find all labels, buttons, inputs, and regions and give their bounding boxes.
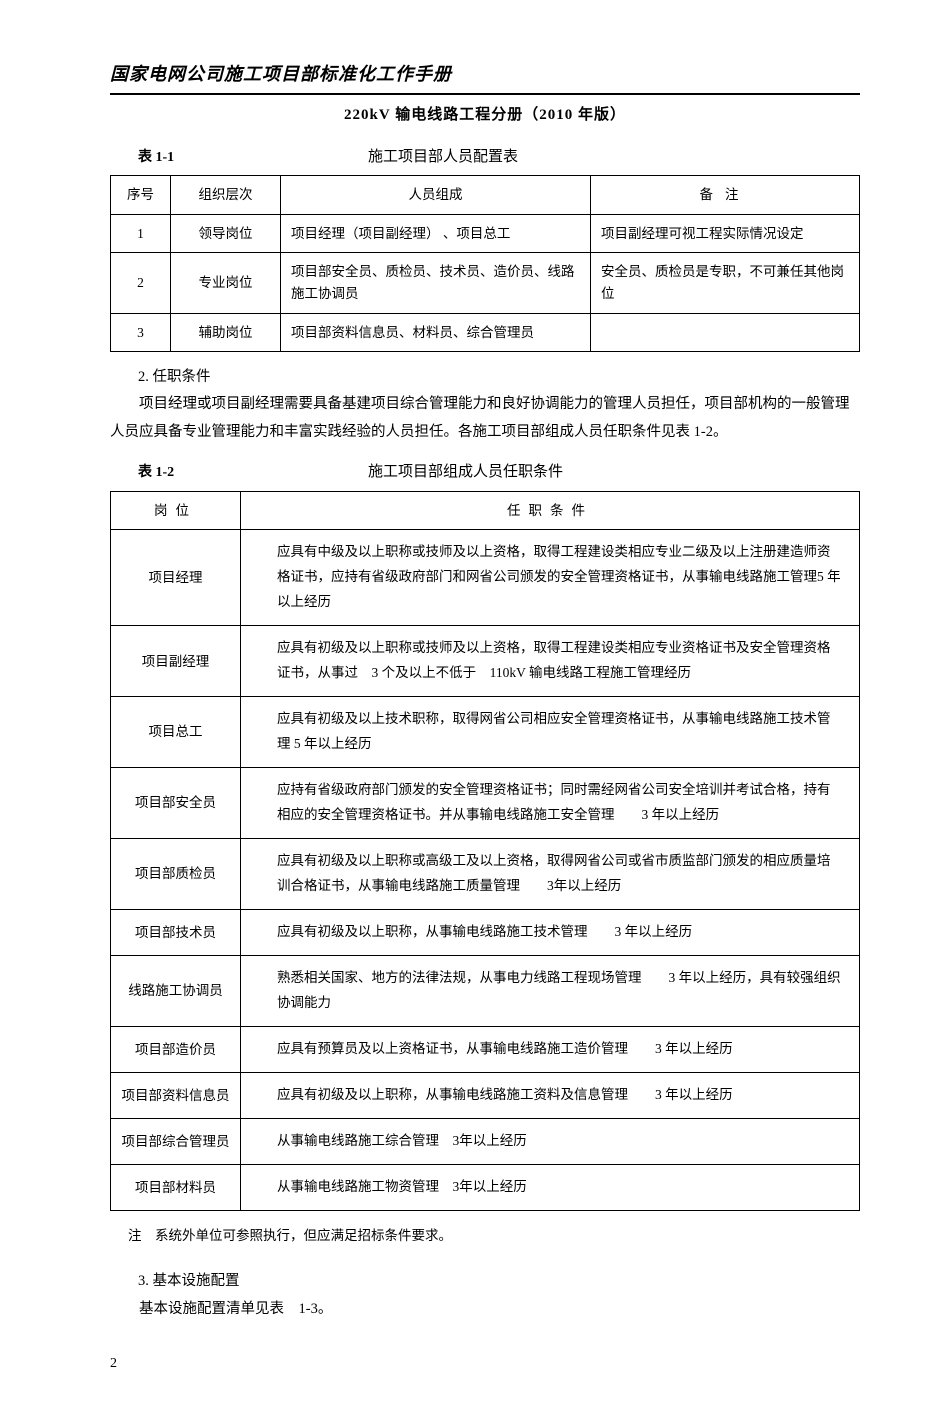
table-cell: 熟悉相关国家、地方的法律法规，从事电力线路工程现场管理 3 年以上经历，具有较强… bbox=[241, 956, 860, 1027]
table2-header-row: 岗位 任职条件 bbox=[111, 491, 860, 530]
table2-label-row: 表 1-2 施工项目部组成人员任职条件 bbox=[110, 460, 860, 484]
table1-header-row: 序号 组织层次 人员组成 备注 bbox=[111, 176, 860, 215]
table-cell: 项目部综合管理员 bbox=[111, 1118, 241, 1164]
table-cell: 项目部资料信息员、材料员、综合管理员 bbox=[281, 313, 591, 352]
table-cell: 专业岗位 bbox=[171, 253, 281, 313]
table-row: 项目经理应具有中级及以上职称或技师及以上资格，取得工程建设类相应专业二级及以上注… bbox=[111, 530, 860, 626]
page-number: 2 bbox=[110, 1353, 860, 1375]
table-cell: 从事输电线路施工综合管理 3年以上经历 bbox=[241, 1118, 860, 1164]
table-row: 项目部造价员应具有预算员及以上资格证书，从事输电线路施工造价管理 3 年以上经历 bbox=[111, 1026, 860, 1072]
section2-title: 2. 任职条件 bbox=[138, 366, 860, 389]
table-row: 1领导岗位项目经理（项目副经理） 、项目总工项目副经理可视工程实际情况设定 bbox=[111, 214, 860, 253]
table-cell: 3 bbox=[111, 313, 171, 352]
table2-label: 表 1-2 bbox=[138, 462, 368, 484]
table-cell: 项目部技术员 bbox=[111, 910, 241, 956]
table-row: 项目总工应具有初级及以上技术职称，取得网省公司相应安全管理资格证书，从事输电线路… bbox=[111, 697, 860, 768]
table-cell: 项目副经理可视工程实际情况设定 bbox=[591, 214, 860, 253]
table2: 岗位 任职条件 项目经理应具有中级及以上职称或技师及以上资格，取得工程建设类相应… bbox=[110, 491, 860, 1211]
table-row: 项目部资料信息员应具有初级及以上职称，从事输电线路施工资料及信息管理 3 年以上… bbox=[111, 1072, 860, 1118]
table-cell bbox=[591, 313, 860, 352]
table-row: 项目部质检员应具有初级及以上职称或高级工及以上资格，取得网省公司或省市质监部门颁… bbox=[111, 839, 860, 910]
table-cell: 安全员、质检员是专职，不可兼任其他岗位 bbox=[591, 253, 860, 313]
table-row: 项目部技术员应具有初级及以上职称，从事输电线路施工技术管理 3 年以上经历 bbox=[111, 910, 860, 956]
sub-title: 220kV 输电线路工程分册（2010 年版） bbox=[110, 103, 860, 127]
section2-para: 项目经理或项目副经理需要具备基建项目综合管理能力和良好协调能力的管理人员担任，项… bbox=[110, 391, 860, 446]
table2-h1: 岗位 bbox=[111, 491, 241, 530]
section3-title: 3. 基本设施配置 bbox=[138, 1270, 860, 1293]
table-cell: 项目部安全员 bbox=[111, 768, 241, 839]
table1-h2: 组织层次 bbox=[171, 176, 281, 215]
table-row: 项目副经理应具有初级及以上职称或技师及以上资格，取得工程建设类相应专业资格证书及… bbox=[111, 626, 860, 697]
table1-body: 1领导岗位项目经理（项目副经理） 、项目总工项目副经理可视工程实际情况设定2专业… bbox=[111, 214, 860, 351]
table1: 序号 组织层次 人员组成 备注 1领导岗位项目经理（项目副经理） 、项目总工项目… bbox=[110, 175, 860, 352]
table-row: 线路施工协调员熟悉相关国家、地方的法律法规，从事电力线路工程现场管理 3 年以上… bbox=[111, 956, 860, 1027]
table-cell: 应具有初级及以上职称或高级工及以上资格，取得网省公司或省市质监部门颁发的相应质量… bbox=[241, 839, 860, 910]
section2-para-text: 项目经理或项目副经理需要具备基建项目综合管理能力和良好协调能力的管理人员担任，项… bbox=[110, 396, 850, 440]
table-cell: 项目部质检员 bbox=[111, 839, 241, 910]
table-cell: 线路施工协调员 bbox=[111, 956, 241, 1027]
table-row: 项目部安全员应持有省级政府部门颁发的安全管理资格证书；同时需经网省公司安全培训并… bbox=[111, 768, 860, 839]
table-row: 2专业岗位项目部安全员、质检员、技术员、造价员、线路施工协调员安全员、质检员是专… bbox=[111, 253, 860, 313]
table-cell: 2 bbox=[111, 253, 171, 313]
table2-h2: 任职条件 bbox=[241, 491, 860, 530]
table1-label: 表 1-1 bbox=[138, 147, 368, 169]
table2-body: 项目经理应具有中级及以上职称或技师及以上资格，取得工程建设类相应专业二级及以上注… bbox=[111, 530, 860, 1210]
table-row: 项目部综合管理员从事输电线路施工综合管理 3年以上经历 bbox=[111, 1118, 860, 1164]
table-cell: 项目部资料信息员 bbox=[111, 1072, 241, 1118]
section3-para-text: 基本设施配置清单见表 1-3。 bbox=[139, 1301, 332, 1317]
table-cell: 应具有预算员及以上资格证书，从事输电线路施工造价管理 3 年以上经历 bbox=[241, 1026, 860, 1072]
table1-caption: 施工项目部人员配置表 bbox=[368, 145, 518, 169]
table-cell: 应具有中级及以上职称或技师及以上资格，取得工程建设类相应专业二级及以上注册建造师… bbox=[241, 530, 860, 626]
table-cell: 项目部材料员 bbox=[111, 1164, 241, 1210]
table-cell: 项目部安全员、质检员、技术员、造价员、线路施工协调员 bbox=[281, 253, 591, 313]
table-cell: 应具有初级及以上职称或技师及以上资格，取得工程建设类相应专业资格证书及安全管理资… bbox=[241, 626, 860, 697]
table-cell: 项目经理（项目副经理） 、项目总工 bbox=[281, 214, 591, 253]
table-cell: 1 bbox=[111, 214, 171, 253]
table1-h4: 备注 bbox=[591, 176, 860, 215]
table1-label-row: 表 1-1 施工项目部人员配置表 bbox=[110, 145, 860, 169]
main-title: 国家电网公司施工项目部标准化工作手册 bbox=[110, 60, 860, 89]
table2-note: 注 系统外单位可参照执行，但应满足招标条件要求。 bbox=[128, 1225, 860, 1247]
table2-caption: 施工项目部组成人员任职条件 bbox=[368, 460, 563, 484]
table-cell: 应具有初级及以上技术职称，取得网省公司相应安全管理资格证书，从事输电线路施工技术… bbox=[241, 697, 860, 768]
table-cell: 辅助岗位 bbox=[171, 313, 281, 352]
table-cell: 项目副经理 bbox=[111, 626, 241, 697]
table-cell: 领导岗位 bbox=[171, 214, 281, 253]
table-cell: 项目部造价员 bbox=[111, 1026, 241, 1072]
table1-h1: 序号 bbox=[111, 176, 171, 215]
table-cell: 从事输电线路施工物资管理 3年以上经历 bbox=[241, 1164, 860, 1210]
page-header: 国家电网公司施工项目部标准化工作手册 bbox=[110, 60, 860, 95]
table-cell: 项目总工 bbox=[111, 697, 241, 768]
table1-h3: 人员组成 bbox=[281, 176, 591, 215]
table-cell: 应持有省级政府部门颁发的安全管理资格证书；同时需经网省公司安全培训并考试合格，持… bbox=[241, 768, 860, 839]
table-cell: 项目经理 bbox=[111, 530, 241, 626]
table-cell: 应具有初级及以上职称，从事输电线路施工技术管理 3 年以上经历 bbox=[241, 910, 860, 956]
table-row: 项目部材料员从事输电线路施工物资管理 3年以上经历 bbox=[111, 1164, 860, 1210]
section3-para: 基本设施配置清单见表 1-3。 bbox=[110, 1296, 860, 1324]
table-row: 3辅助岗位项目部资料信息员、材料员、综合管理员 bbox=[111, 313, 860, 352]
table-cell: 应具有初级及以上职称，从事输电线路施工资料及信息管理 3 年以上经历 bbox=[241, 1072, 860, 1118]
